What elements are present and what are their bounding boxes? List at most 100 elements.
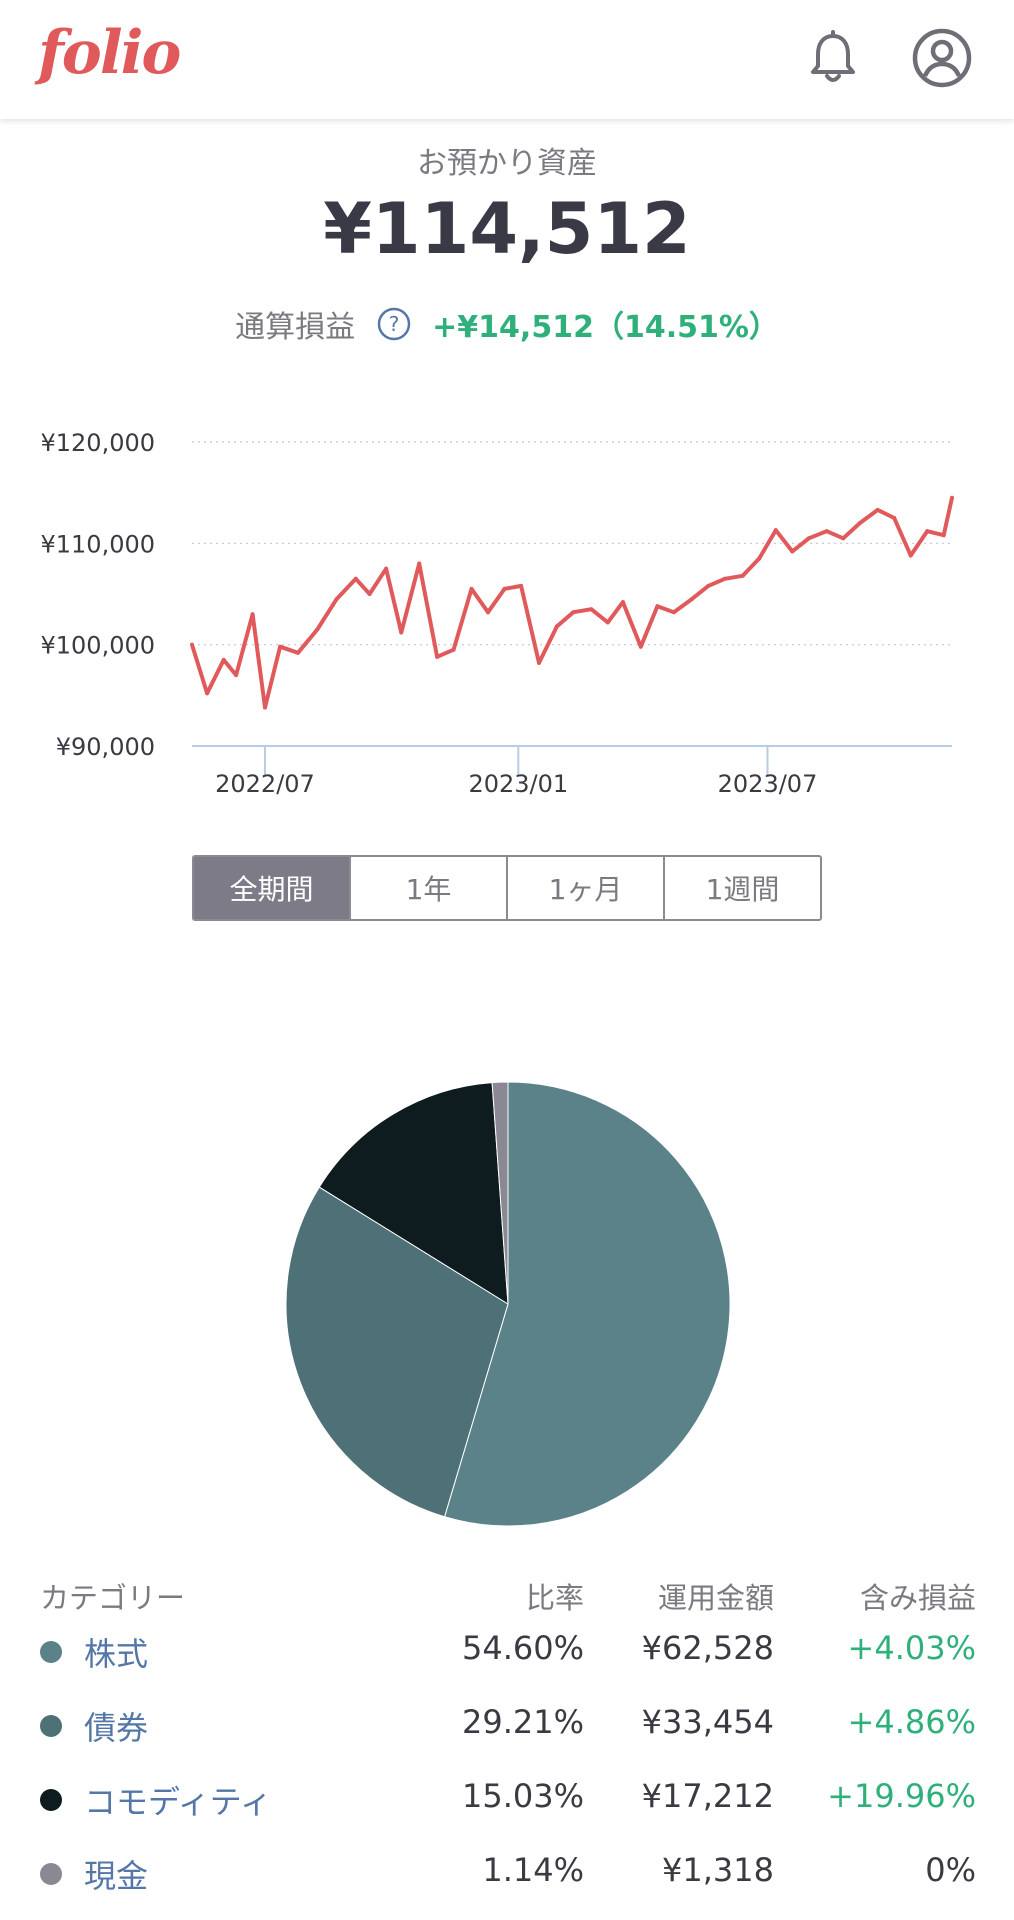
data-point: [740, 573, 745, 578]
header-category: カテゴリー: [40, 1581, 186, 1615]
legend-dot: [40, 1789, 62, 1811]
help-icon[interactable]: ?: [377, 307, 411, 341]
data-point: [250, 612, 255, 617]
data-point: [486, 610, 491, 615]
data-point: [857, 521, 862, 526]
unrealized-pl-cell: 0%: [925, 1851, 976, 1889]
table-row: コモディティ 15.03% ¥17,212 +19.96%: [0, 1777, 1014, 1837]
data-point: [435, 654, 440, 659]
pie-slice-1: [285, 1186, 509, 1518]
legend-dot: [40, 1715, 62, 1737]
amount-cell: ¥33,454: [641, 1703, 774, 1741]
header-ratio: 比率: [525, 1581, 584, 1615]
asset-history-chart[interactable]: ¥120,000 ¥110,000 ¥100,000 ¥90,000 2022/07 20…: [0, 400, 1014, 820]
header-unrealized-pl: 含み損益: [859, 1581, 976, 1615]
period-tab-2[interactable]: 1ヶ月: [506, 857, 663, 919]
data-point: [234, 673, 239, 678]
data-point: [605, 620, 610, 625]
category-name[interactable]: 現金: [84, 1857, 149, 1895]
pie-slice-3: [491, 1081, 509, 1305]
data-point: [399, 630, 404, 635]
unrealized-pl-cell: +4.03%: [847, 1629, 976, 1667]
app-header: folio: [0, 0, 1014, 119]
amount-cell: ¥62,528: [641, 1629, 774, 1667]
data-point: [278, 644, 283, 649]
table-row: 債券 29.21% ¥33,454 +4.86%: [0, 1703, 1014, 1763]
data-point: [536, 660, 541, 665]
legend-dot: [40, 1641, 62, 1663]
allocation-pie-chart: [285, 1081, 731, 1527]
data-point: [757, 556, 762, 561]
data-point: [689, 597, 694, 602]
data-point: [620, 600, 625, 605]
data-point: [221, 657, 226, 662]
x-tick-label: 2023/07: [718, 770, 818, 798]
data-point: [638, 644, 643, 649]
assets-total: ¥114,512: [323, 188, 691, 270]
table-header: カテゴリー 比率 運用金額 含み損益: [0, 1575, 1014, 1625]
category-name[interactable]: 債券: [84, 1709, 149, 1747]
data-point: [706, 583, 711, 588]
data-point: [353, 576, 358, 581]
unrealized-pl-cell: +4.86%: [847, 1703, 976, 1741]
data-point: [469, 586, 474, 591]
data-point: [519, 583, 524, 588]
header-amount: 運用金額: [657, 1581, 774, 1615]
data-point: [671, 610, 676, 615]
period-tab-1[interactable]: 1年: [349, 857, 506, 919]
data-point: [722, 576, 727, 581]
total-pnl-row: 通算損益 ? +¥14,512（14.51%）: [0, 302, 1014, 346]
category-cell[interactable]: 債券: [40, 1703, 148, 1749]
data-point: [502, 586, 507, 591]
data-point: [908, 553, 913, 558]
data-point: [384, 566, 389, 571]
period-tab-3[interactable]: 1週間: [663, 857, 820, 919]
category-cell[interactable]: コモディティ: [40, 1777, 272, 1823]
amount-cell: ¥17,212: [641, 1777, 774, 1815]
table-row: 現金 1.14% ¥1,318 0%: [0, 1851, 1014, 1911]
category-name[interactable]: 株式: [84, 1635, 149, 1673]
data-point: [950, 495, 954, 500]
x-tick-label: 2022/07: [215, 770, 315, 798]
asset-value-line: [190, 497, 954, 710]
pie-slice-0: [443, 1081, 731, 1527]
svg-text:?: ?: [388, 312, 399, 336]
unrealized-pl-cell: +19.96%: [827, 1777, 976, 1815]
ratio-cell: 1.14%: [482, 1851, 584, 1889]
y-tick-label: ¥100,000: [40, 632, 155, 660]
table-row: 株式 54.60% ¥62,528 +4.03%: [0, 1629, 1014, 1689]
user-circle-icon[interactable]: [910, 26, 974, 90]
pnl-label: 通算損益: [235, 310, 356, 345]
legend-dot: [40, 1863, 62, 1885]
data-point: [925, 529, 930, 534]
data-point: [841, 536, 846, 541]
data-point: [367, 592, 372, 596]
data-point: [892, 516, 897, 520]
y-tick-label: ¥120,000: [40, 429, 155, 457]
data-point: [824, 529, 829, 534]
x-tick-label: 2023/01: [468, 770, 568, 798]
folio-logo[interactable]: folio: [38, 18, 181, 88]
pie-slice-2: [318, 1082, 509, 1305]
category-cell[interactable]: 現金: [40, 1851, 148, 1897]
data-point: [315, 627, 320, 632]
data-point: [205, 691, 210, 696]
data-point: [790, 549, 795, 554]
data-point: [190, 642, 194, 647]
ratio-cell: 29.21%: [461, 1703, 584, 1741]
data-point: [571, 610, 576, 615]
data-point: [941, 533, 946, 538]
category-cell[interactable]: 株式: [40, 1629, 148, 1675]
data-point: [262, 705, 267, 710]
y-tick-label: ¥110,000: [40, 530, 155, 558]
data-point: [554, 624, 559, 629]
pnl-value: +¥14,512（14.51%）: [432, 310, 779, 345]
category-name[interactable]: コモディティ: [84, 1783, 272, 1821]
data-point: [334, 597, 339, 602]
ratio-cell: 54.60%: [461, 1629, 584, 1667]
data-point: [806, 536, 811, 541]
period-tab-0[interactable]: 全期間: [194, 857, 349, 919]
y-tick-label: ¥90,000: [56, 733, 155, 761]
bell-icon[interactable]: [803, 28, 863, 88]
amount-cell: ¥1,318: [662, 1851, 774, 1889]
